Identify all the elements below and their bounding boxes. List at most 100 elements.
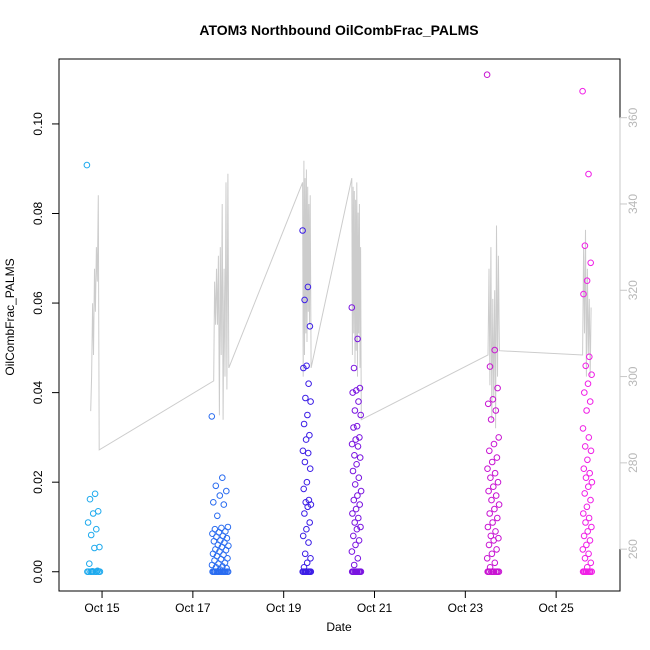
data-point bbox=[352, 436, 360, 443]
data-point bbox=[490, 537, 498, 544]
data-point bbox=[223, 568, 231, 576]
data-point bbox=[580, 532, 588, 540]
data-point bbox=[349, 467, 357, 475]
data-point bbox=[488, 496, 495, 504]
data-point bbox=[588, 478, 596, 486]
data-point bbox=[483, 71, 491, 78]
data-point bbox=[86, 495, 94, 503]
data-point bbox=[581, 555, 589, 562]
data-point bbox=[90, 568, 97, 576]
data-points bbox=[83, 71, 596, 576]
data-point bbox=[491, 346, 499, 354]
data-point bbox=[489, 519, 496, 526]
data-point bbox=[494, 384, 501, 392]
data-point bbox=[305, 568, 313, 576]
y-tick-label: 0.00 bbox=[31, 560, 45, 584]
data-point bbox=[492, 407, 500, 414]
data-point bbox=[586, 469, 594, 477]
data-point bbox=[587, 559, 595, 567]
data-point bbox=[307, 568, 315, 576]
data-point bbox=[582, 474, 590, 482]
data-point bbox=[221, 568, 228, 576]
data-point bbox=[486, 510, 494, 517]
y-tick-label: 0.06 bbox=[31, 291, 45, 315]
data-point bbox=[486, 447, 493, 455]
data-point bbox=[490, 483, 497, 491]
data-point bbox=[301, 458, 309, 466]
data-point bbox=[584, 456, 591, 464]
data-point bbox=[583, 541, 590, 549]
data-point bbox=[587, 447, 595, 455]
data-point bbox=[214, 568, 222, 576]
data-point bbox=[356, 501, 364, 508]
data-point bbox=[580, 510, 587, 517]
data-point bbox=[490, 568, 498, 576]
data-point bbox=[304, 503, 312, 511]
data-point bbox=[216, 492, 224, 499]
x-tick-label: Oct 15 bbox=[84, 601, 120, 615]
data-point bbox=[351, 407, 359, 414]
data-point bbox=[353, 387, 360, 394]
data-point bbox=[486, 568, 493, 576]
data-point bbox=[306, 519, 314, 526]
data-point bbox=[305, 380, 312, 388]
data-point bbox=[355, 474, 363, 482]
data-point bbox=[351, 481, 359, 488]
data-point bbox=[588, 371, 595, 379]
data-point bbox=[89, 510, 97, 517]
data-point bbox=[357, 487, 365, 495]
data-point bbox=[93, 568, 100, 576]
data-point bbox=[494, 514, 501, 522]
data-point bbox=[353, 525, 361, 533]
data-point bbox=[487, 532, 495, 540]
data-point bbox=[585, 434, 593, 441]
data-point bbox=[352, 541, 359, 549]
data-point bbox=[583, 407, 590, 414]
data-point bbox=[483, 555, 491, 562]
data-point bbox=[495, 434, 503, 441]
data-point bbox=[587, 568, 594, 576]
data-point bbox=[488, 550, 496, 558]
data-point bbox=[585, 483, 592, 491]
data-point bbox=[357, 411, 365, 419]
data-point bbox=[492, 528, 499, 535]
data-point bbox=[588, 523, 595, 531]
data-point bbox=[303, 478, 311, 486]
data-point bbox=[93, 525, 100, 533]
data-point bbox=[303, 559, 311, 567]
concentration-series-line bbox=[90, 160, 592, 451]
data-point bbox=[350, 424, 357, 431]
data-point bbox=[354, 492, 361, 499]
data-point bbox=[583, 503, 591, 511]
data-point bbox=[489, 396, 497, 403]
data-point bbox=[354, 443, 362, 450]
data-point bbox=[484, 400, 492, 408]
data-point bbox=[303, 525, 310, 533]
data-point bbox=[485, 487, 492, 495]
y-right-tick-label: 280 bbox=[626, 453, 640, 473]
data-point bbox=[217, 568, 224, 576]
x-axis: Oct 15 Oct 17 Oct 19 Oct 21 Oct 23 Oct 25 bbox=[84, 590, 574, 615]
y-right-tick-label: 340 bbox=[626, 194, 640, 214]
data-point bbox=[210, 499, 217, 506]
data-point bbox=[581, 443, 589, 450]
data-point bbox=[355, 398, 362, 405]
data-point bbox=[586, 537, 594, 544]
data-point bbox=[491, 505, 498, 513]
data-point bbox=[350, 364, 358, 372]
data-point bbox=[88, 568, 95, 576]
data-point bbox=[488, 458, 496, 466]
x-tick-label: Oct 17 bbox=[175, 601, 211, 615]
data-point bbox=[353, 461, 360, 468]
data-point bbox=[582, 362, 590, 370]
data-point bbox=[579, 87, 586, 95]
data-point bbox=[580, 465, 588, 473]
data-point bbox=[352, 505, 360, 513]
data-point bbox=[306, 431, 313, 439]
data-point bbox=[301, 296, 308, 304]
data-point bbox=[302, 394, 309, 402]
x-tick-label: Oct 21 bbox=[357, 601, 393, 615]
data-point bbox=[219, 474, 226, 482]
x-tick-label: Oct 25 bbox=[538, 601, 574, 615]
